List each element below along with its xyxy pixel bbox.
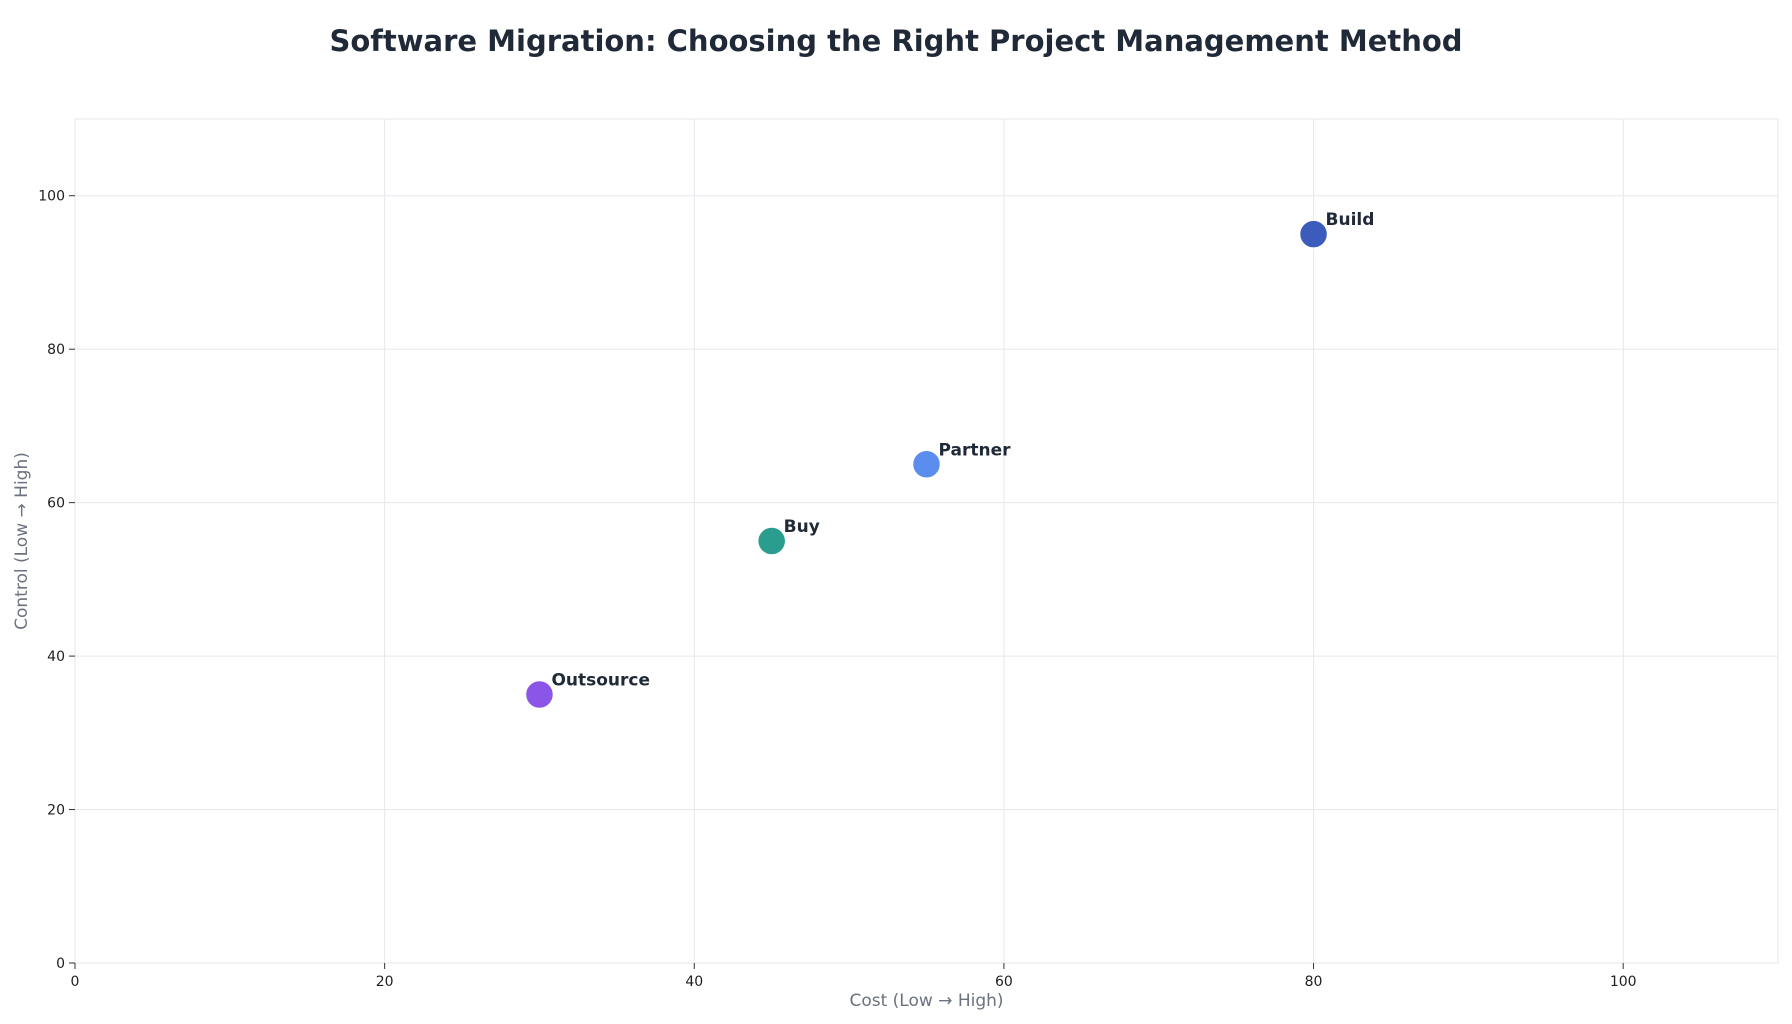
y-axis-label: Control (Low → High) [12,452,32,630]
y-tick-label: 40 [47,649,65,665]
point-label: Outsource [551,670,650,690]
x-tick-label: 0 [71,974,80,990]
point-label: Partner [939,440,1012,460]
plot-area [74,118,1779,964]
grid [75,119,1778,963]
scatter-point [911,449,942,480]
x-tick-label: 100 [1610,974,1637,990]
y-tick-label: 20 [47,803,65,819]
y-tick-label: 80 [47,342,65,358]
scatter-point [756,526,787,556]
y-tick-label: 60 [47,496,65,512]
point-label: Build [1326,210,1375,230]
axis-ticks: 0 20 40 60 80 100 0 20 40 60 80 100 [38,189,1636,990]
x-tick-label: 60 [995,974,1013,990]
chart-title: Software Migration: Choosing the Right P… [329,24,1463,58]
scatter-point [1298,219,1329,249]
x-tick-label: 40 [685,974,703,990]
data-points: Build Partner Buy Outsource [524,210,1375,710]
y-tick-label: 0 [56,956,65,972]
y-tick-label: 100 [38,189,65,205]
point-label: Buy [784,517,820,537]
x-tick-label: 20 [376,974,394,990]
scatter-point [524,679,555,710]
x-axis-label: Cost (Low → High) [849,991,1003,1011]
x-tick-label: 80 [1305,974,1323,990]
